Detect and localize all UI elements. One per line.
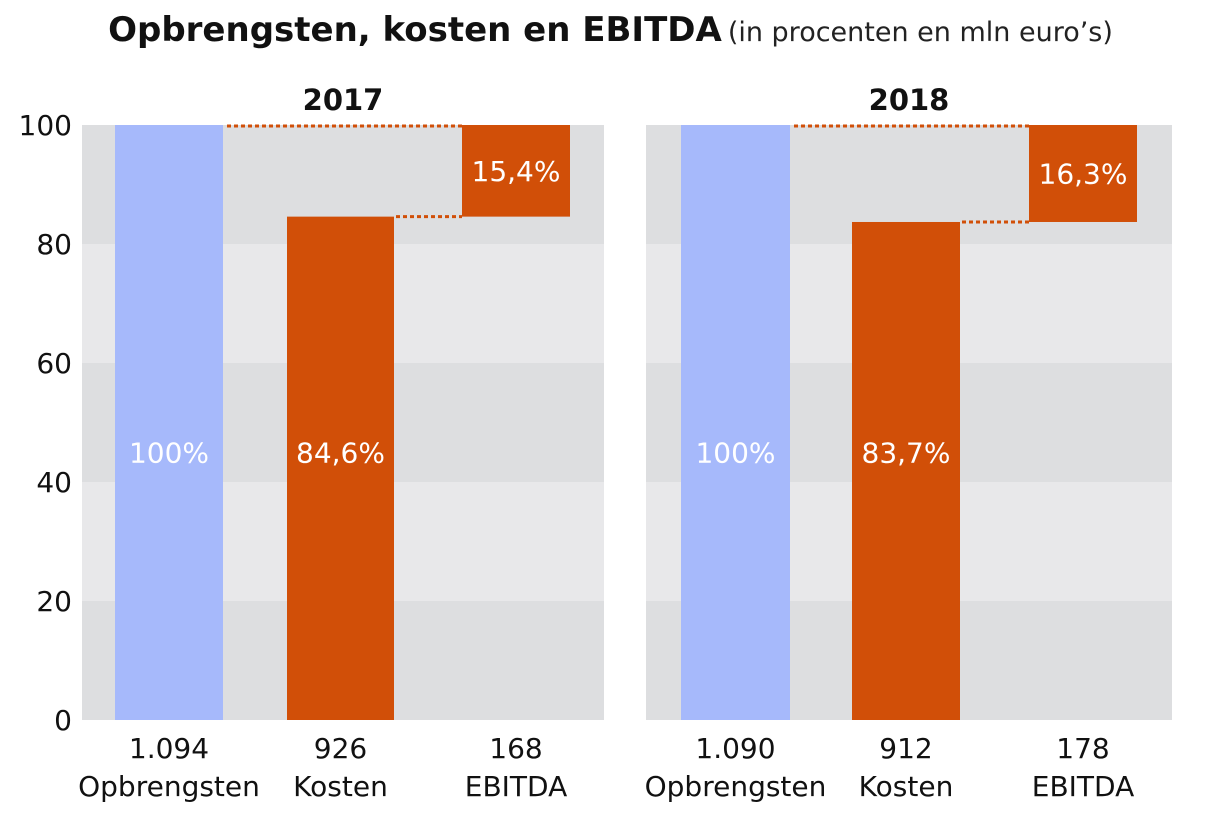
bar-opbrengsten bbox=[115, 125, 223, 720]
category-label: Kosten bbox=[859, 770, 954, 803]
y-tick-label: 40 bbox=[36, 466, 72, 499]
category-label: Kosten bbox=[293, 770, 388, 803]
bar-kosten bbox=[287, 216, 394, 720]
bar-value-label: 100% bbox=[129, 436, 209, 469]
bar-amount-label: 912 bbox=[879, 732, 932, 765]
bar-amount-label: 168 bbox=[489, 732, 542, 765]
bar-ebitda bbox=[462, 125, 570, 217]
chart-title: Opbrengsten, kosten en EBITDA bbox=[108, 10, 722, 50]
bar-amount-label: 178 bbox=[1056, 732, 1109, 765]
bar-value-label: 100% bbox=[695, 436, 775, 469]
panel-title: 2017 bbox=[303, 83, 384, 117]
bar-value-label: 83,7% bbox=[862, 436, 951, 469]
bar-ebitda bbox=[1029, 125, 1137, 222]
y-tick-label: 0 bbox=[54, 704, 72, 737]
chart-subtitle: (in procenten en mln euro’s) bbox=[727, 17, 1113, 48]
category-label: Opbrengsten bbox=[78, 770, 260, 803]
bar-value-label: 16,3% bbox=[1039, 157, 1128, 190]
chart-title-line: Opbrengsten, kosten en EBITDA (in procent… bbox=[0, 10, 1221, 50]
y-tick-label: 100 bbox=[19, 109, 72, 142]
bar-amount-label: 926 bbox=[314, 732, 367, 765]
y-tick-label: 80 bbox=[36, 228, 72, 261]
bar-amount-label: 1.094 bbox=[129, 732, 209, 765]
y-tick-label: 20 bbox=[36, 585, 72, 618]
bar-value-label: 84,6% bbox=[296, 436, 385, 469]
bar-opbrengsten bbox=[681, 125, 790, 720]
bar-value-label: 15,4% bbox=[472, 155, 561, 188]
bar-amount-label: 1.090 bbox=[695, 732, 775, 765]
category-label: EBITDA bbox=[1032, 770, 1134, 803]
category-label: Opbrengsten bbox=[645, 770, 827, 803]
y-tick-label: 60 bbox=[36, 347, 72, 380]
bar-kosten bbox=[852, 221, 960, 721]
category-label: EBITDA bbox=[465, 770, 567, 803]
panel-title: 2018 bbox=[869, 83, 950, 117]
